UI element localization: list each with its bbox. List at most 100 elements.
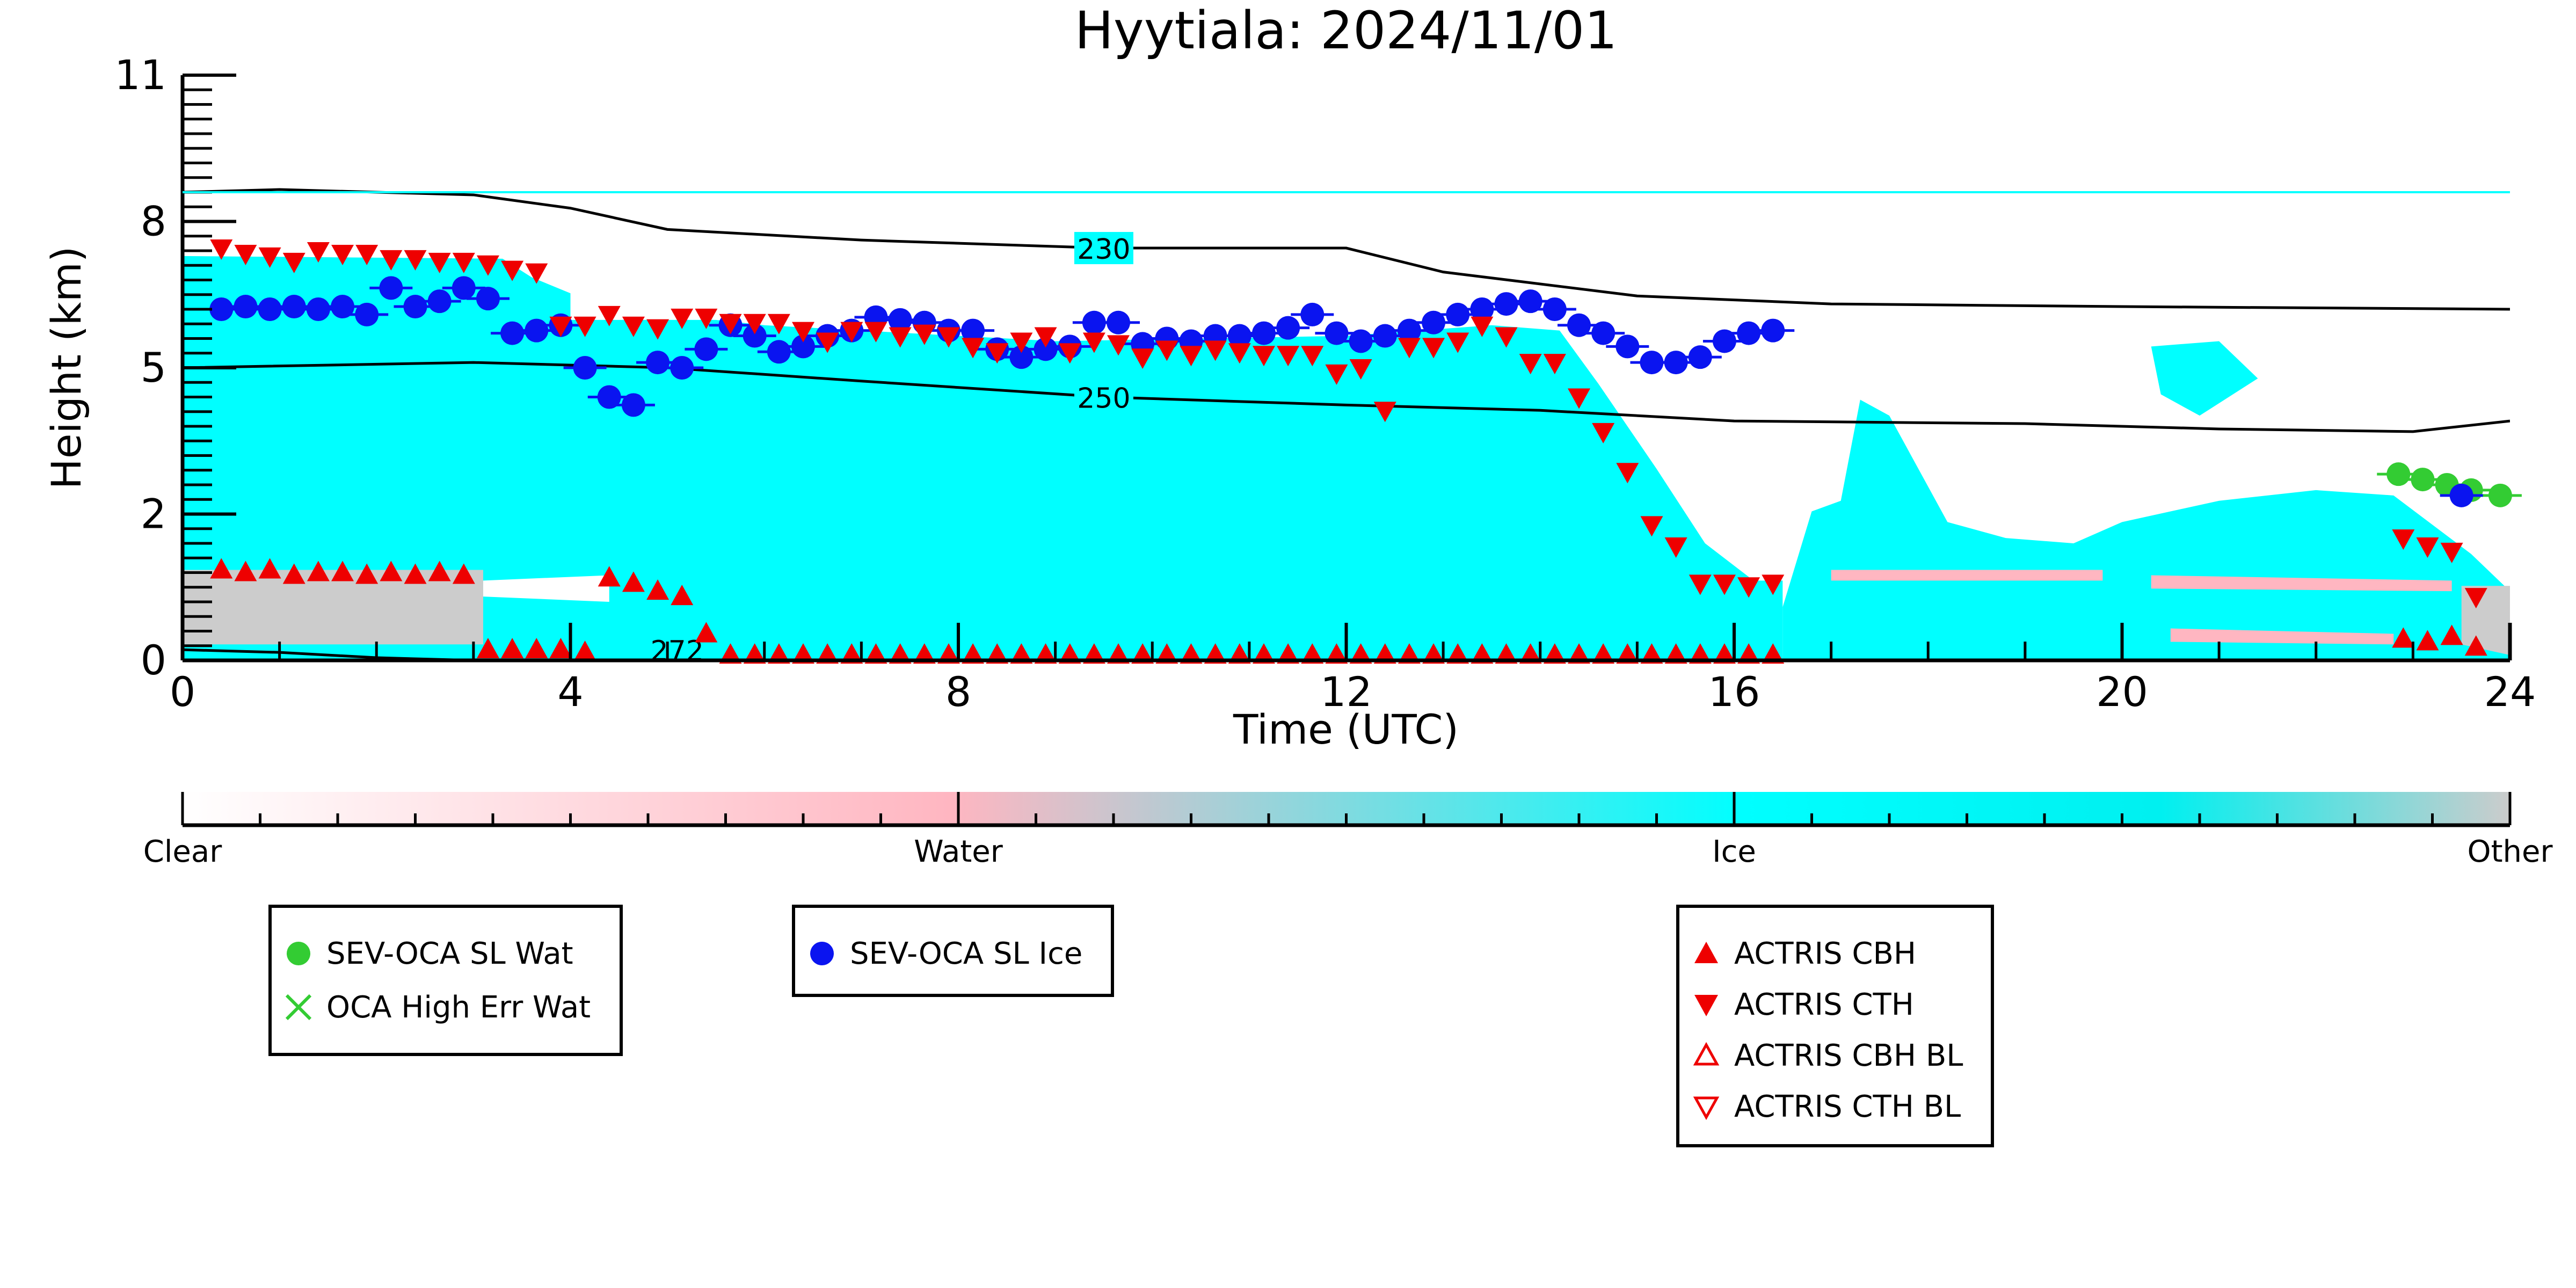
marker-point [1712, 329, 1736, 353]
y-tick-label: 11 [114, 51, 166, 99]
marker-point [598, 566, 621, 587]
marker-point [1762, 574, 1785, 595]
marker-point [621, 393, 645, 417]
y-tick-label: 5 [141, 344, 166, 391]
marker-point [380, 561, 403, 581]
marker-point [307, 561, 330, 581]
marker-point [1251, 321, 1276, 345]
marker-point [1567, 313, 1591, 337]
marker-point [1542, 297, 1567, 321]
marker-point [355, 302, 379, 326]
marker-point [210, 558, 233, 579]
marker-point [816, 332, 839, 353]
colorbar-label: Ice [1712, 834, 1756, 869]
red-triangle-down-outline-icon [1693, 1096, 1720, 1120]
colorbar-ticks: Clear Water Ice Other [143, 792, 2553, 869]
marker-point [1276, 316, 1300, 340]
marker-point [209, 297, 234, 321]
legend-ice: SEV-OCA SL Ice [792, 905, 1114, 997]
marker-point [719, 314, 742, 334]
marker-point [1640, 351, 1664, 375]
marker-point [307, 242, 330, 263]
marker-point [1010, 332, 1033, 353]
marker-point [1155, 340, 1178, 361]
marker-point [234, 244, 257, 265]
marker-point [258, 558, 281, 579]
legend-item: ACTRIS CTH BL [1679, 1088, 1961, 1125]
marker-point [2416, 537, 2439, 558]
marker-point [1107, 310, 1131, 334]
marker-point [743, 314, 766, 334]
marker-point [1034, 327, 1057, 348]
marker-point [671, 585, 694, 606]
legend-item: ACTRIS CBH BL [1679, 1037, 1963, 1074]
contour-label-bg [1074, 232, 1133, 265]
legend-label: OCA High Err Wat [326, 989, 591, 1025]
marker-point [476, 638, 499, 659]
marker-point [428, 561, 451, 581]
contour-label: 250 [1077, 383, 1130, 415]
marker-point [282, 295, 306, 319]
legend-label: ACTRIS CTH [1734, 987, 1914, 1022]
marker-point [1252, 346, 1275, 367]
marker-point [1422, 338, 1445, 359]
marker-point [598, 305, 621, 326]
marker-point [403, 295, 427, 319]
marker-point [1301, 346, 1324, 367]
marker-point [646, 579, 670, 600]
marker-point [501, 260, 524, 281]
x-tick-label: 12 [1320, 668, 1372, 716]
marker-point [1568, 388, 1590, 409]
marker-point [2488, 483, 2512, 507]
marker-point [2392, 529, 2415, 550]
marker-point [1228, 343, 1251, 364]
marker-point [1471, 316, 1494, 337]
red-triangle-up-icon [1694, 942, 1718, 963]
marker-point [2464, 588, 2487, 609]
marker-point [476, 287, 500, 311]
marker-point [525, 263, 548, 284]
marker-point [1325, 321, 1349, 345]
marker-point [1131, 348, 1154, 369]
y-tick-label: 0 [141, 636, 166, 684]
marker-point [791, 334, 815, 359]
colorbar-label: Water [914, 834, 1003, 869]
marker-point [2392, 627, 2415, 648]
marker-point [695, 622, 718, 643]
x-axis-label: Time (UTC) [1233, 705, 1459, 753]
marker-point [258, 247, 281, 268]
classification-background [183, 256, 2510, 660]
marker-point [427, 289, 452, 314]
marker-point [767, 340, 791, 364]
marker-point [646, 351, 670, 375]
marker-point [2440, 624, 2463, 645]
x-tick-label: 20 [2096, 668, 2148, 716]
marker-point [282, 252, 305, 273]
marker-point [622, 316, 645, 337]
marker-point [1058, 343, 1081, 364]
x-tick-label: 4 [557, 668, 583, 716]
marker-point [1009, 345, 1034, 369]
y-tick-label: 8 [141, 198, 166, 245]
marker-point [864, 322, 887, 343]
marker-point [1761, 318, 1785, 343]
y-tick-label: 2 [141, 490, 166, 538]
marker-point [428, 252, 451, 273]
x-tick-label: 8 [945, 668, 971, 716]
legend-water: SEV-OCA SL Wat OCA High Err Wat [268, 905, 623, 1056]
marker-point [331, 561, 354, 581]
marker-point [549, 316, 572, 337]
classification-colorbar: Clear Water Ice Other [143, 792, 2553, 869]
marker-point [2449, 483, 2473, 507]
water-region [2170, 628, 2394, 645]
marker-point [2386, 462, 2411, 486]
marker-point [694, 337, 718, 361]
marker-point [767, 314, 790, 334]
marker-point [452, 252, 475, 273]
legend-item: ACTRIS CBH [1679, 935, 1916, 972]
marker-point [962, 338, 985, 359]
marker-point [1664, 537, 1687, 558]
colorbar-label: Other [2467, 834, 2553, 869]
marker-point [1107, 335, 1130, 356]
